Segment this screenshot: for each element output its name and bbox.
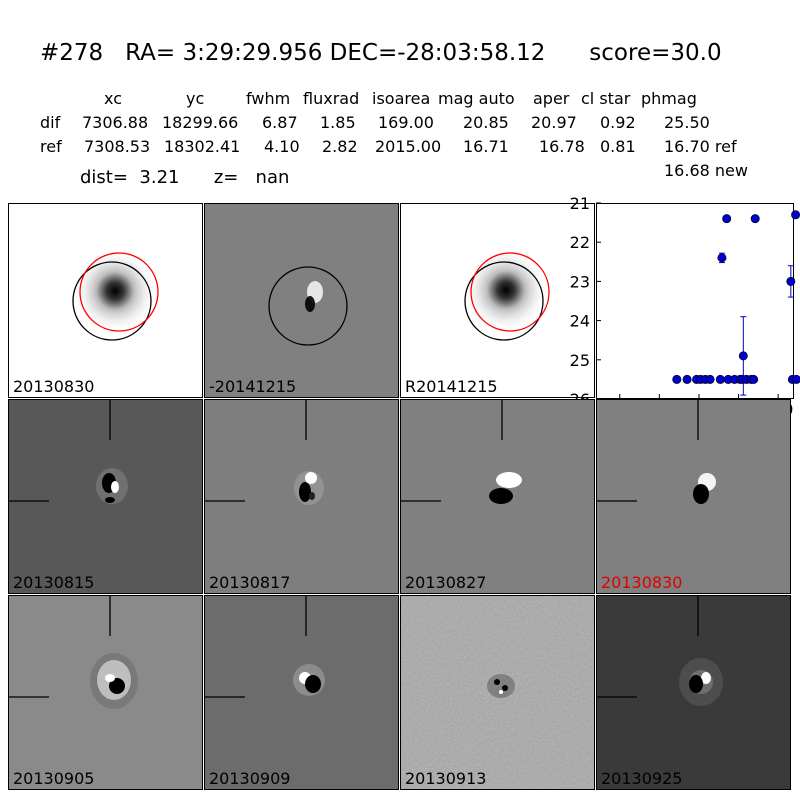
stamp-label: 20130905 <box>13 769 95 788</box>
y-tick-label: 23 <box>570 272 590 291</box>
panel-label: R20141215 <box>405 377 498 396</box>
data-point <box>722 214 732 224</box>
dif-cl-star: 0.92 <box>600 113 636 132</box>
data-point <box>738 351 748 361</box>
col-header-yc: yc <box>186 89 205 108</box>
stamp-label: 20130925 <box>601 769 683 788</box>
stamp-panel: 20130925 <box>596 595 791 790</box>
stamp-image <box>597 400 716 504</box>
ref-isoarea: 2015.00 <box>375 137 442 156</box>
col-header-xc: xc <box>104 89 122 108</box>
stamp-image <box>401 596 594 789</box>
ref-phmag: 16.70 ref <box>664 137 737 156</box>
row-name-ref: ref <box>40 137 62 156</box>
stamp-label: 20130817 <box>209 573 291 592</box>
dist-label: dist= <box>80 167 128 188</box>
cutout-image-diff <box>268 266 348 346</box>
col-header-aper: aper <box>533 89 570 108</box>
stamp-panel: 20130815 <box>8 399 203 594</box>
new-phmag: 16.68 new <box>664 161 748 180</box>
stamp-label: 20130827 <box>405 573 487 592</box>
z-label: z= <box>213 167 239 188</box>
data-point <box>786 276 796 286</box>
panel-label: -20141215 <box>209 377 297 396</box>
ref-yc: 18302.41 <box>164 137 241 156</box>
dif-aper: 20.97 <box>531 113 577 132</box>
stamp-label-highlighted: 20130830 <box>601 573 683 592</box>
light-curve-svg: 212223242526-100-50050100 <box>570 194 800 419</box>
col-header-fwhm: fwhm <box>246 89 291 108</box>
ref-fwhm: 4.10 <box>264 137 300 156</box>
ref-xc: 7308.53 <box>84 137 151 156</box>
dif-xc: 7306.88 <box>82 113 149 132</box>
stamp-image <box>9 400 128 504</box>
dist-value: 3.21 <box>139 167 180 188</box>
ref-cl-star: 0.81 <box>600 137 636 156</box>
dif-isoarea: 169.00 <box>378 113 434 132</box>
cutout-panel-new: 20130830 <box>8 203 203 398</box>
data-point <box>682 374 692 384</box>
ref-fluxrad: 2.82 <box>322 137 358 156</box>
dif-phmag: 25.50 <box>664 113 710 132</box>
stamp-image <box>401 400 522 504</box>
col-header-cl-star: cl star <box>581 89 631 108</box>
cutout-image-ref <box>464 248 550 341</box>
dif-yc: 18299.66 <box>162 113 239 132</box>
z-value: nan <box>255 167 290 188</box>
stamp-image <box>9 596 138 709</box>
stamp-panel: 20130905 <box>8 595 203 790</box>
data-point <box>749 374 759 384</box>
stamp-panel: 20130909 <box>204 595 399 790</box>
data-point <box>705 374 715 384</box>
plot-frame <box>596 203 794 399</box>
cutout-panel-ref: R20141215 <box>400 203 595 398</box>
ra-value: RA= 3:29:29.956 <box>125 40 323 66</box>
stamp-image <box>205 400 324 505</box>
col-header-mag-auto: mag auto <box>438 89 515 108</box>
data-point <box>750 214 760 224</box>
stamp-label: 20130913 <box>405 769 487 788</box>
stamp-panel: 20130817 <box>204 399 399 594</box>
stamp-image <box>597 596 723 706</box>
dif-fluxrad: 1.85 <box>320 113 356 132</box>
cutout-panel-diff: -20141215 <box>204 203 399 398</box>
ref-aper: 16.78 <box>539 137 585 156</box>
panel-label: 20130830 <box>13 377 95 396</box>
ref-mag-auto: 16.71 <box>463 137 509 156</box>
header-title: #278 RA= 3:29:29.956 DEC=-28:03:58.12 sc… <box>40 40 722 66</box>
score-value: score=30.0 <box>589 40 722 66</box>
stamp-panel: 20130830 <box>596 399 791 594</box>
row-name-dif: dif <box>40 113 61 132</box>
col-header-isoarea: isoarea <box>372 89 431 108</box>
dist-readout: dist= 3.21 z= nan <box>80 167 289 188</box>
stamp-label: 20130815 <box>13 573 95 592</box>
cutout-image-new <box>72 249 159 341</box>
y-tick-label: 21 <box>570 194 590 213</box>
y-tick-label: 24 <box>570 312 590 331</box>
data-point <box>715 374 725 384</box>
data-point <box>791 374 800 384</box>
col-header-phmag: phmag <box>641 89 697 108</box>
dec-value: DEC=-28:03:58.12 <box>329 40 546 66</box>
data-point <box>791 210 800 220</box>
y-tick-label: 22 <box>570 233 590 252</box>
y-tick-label: 25 <box>570 351 590 370</box>
stamp-panel: 20130913 <box>400 595 595 790</box>
stamp-label: 20130909 <box>209 769 291 788</box>
col-header-fluxrad: fluxrad <box>303 89 360 108</box>
stamp-panel: 20130827 <box>400 399 595 594</box>
stamp-image <box>205 596 325 698</box>
dif-mag-auto: 20.85 <box>463 113 509 132</box>
candidate-id: #278 <box>40 40 104 66</box>
light-curve-plot: 212223242526-100-50050100 <box>570 194 800 419</box>
dif-fwhm: 6.87 <box>262 113 298 132</box>
data-point <box>717 253 727 263</box>
data-point <box>672 374 682 384</box>
